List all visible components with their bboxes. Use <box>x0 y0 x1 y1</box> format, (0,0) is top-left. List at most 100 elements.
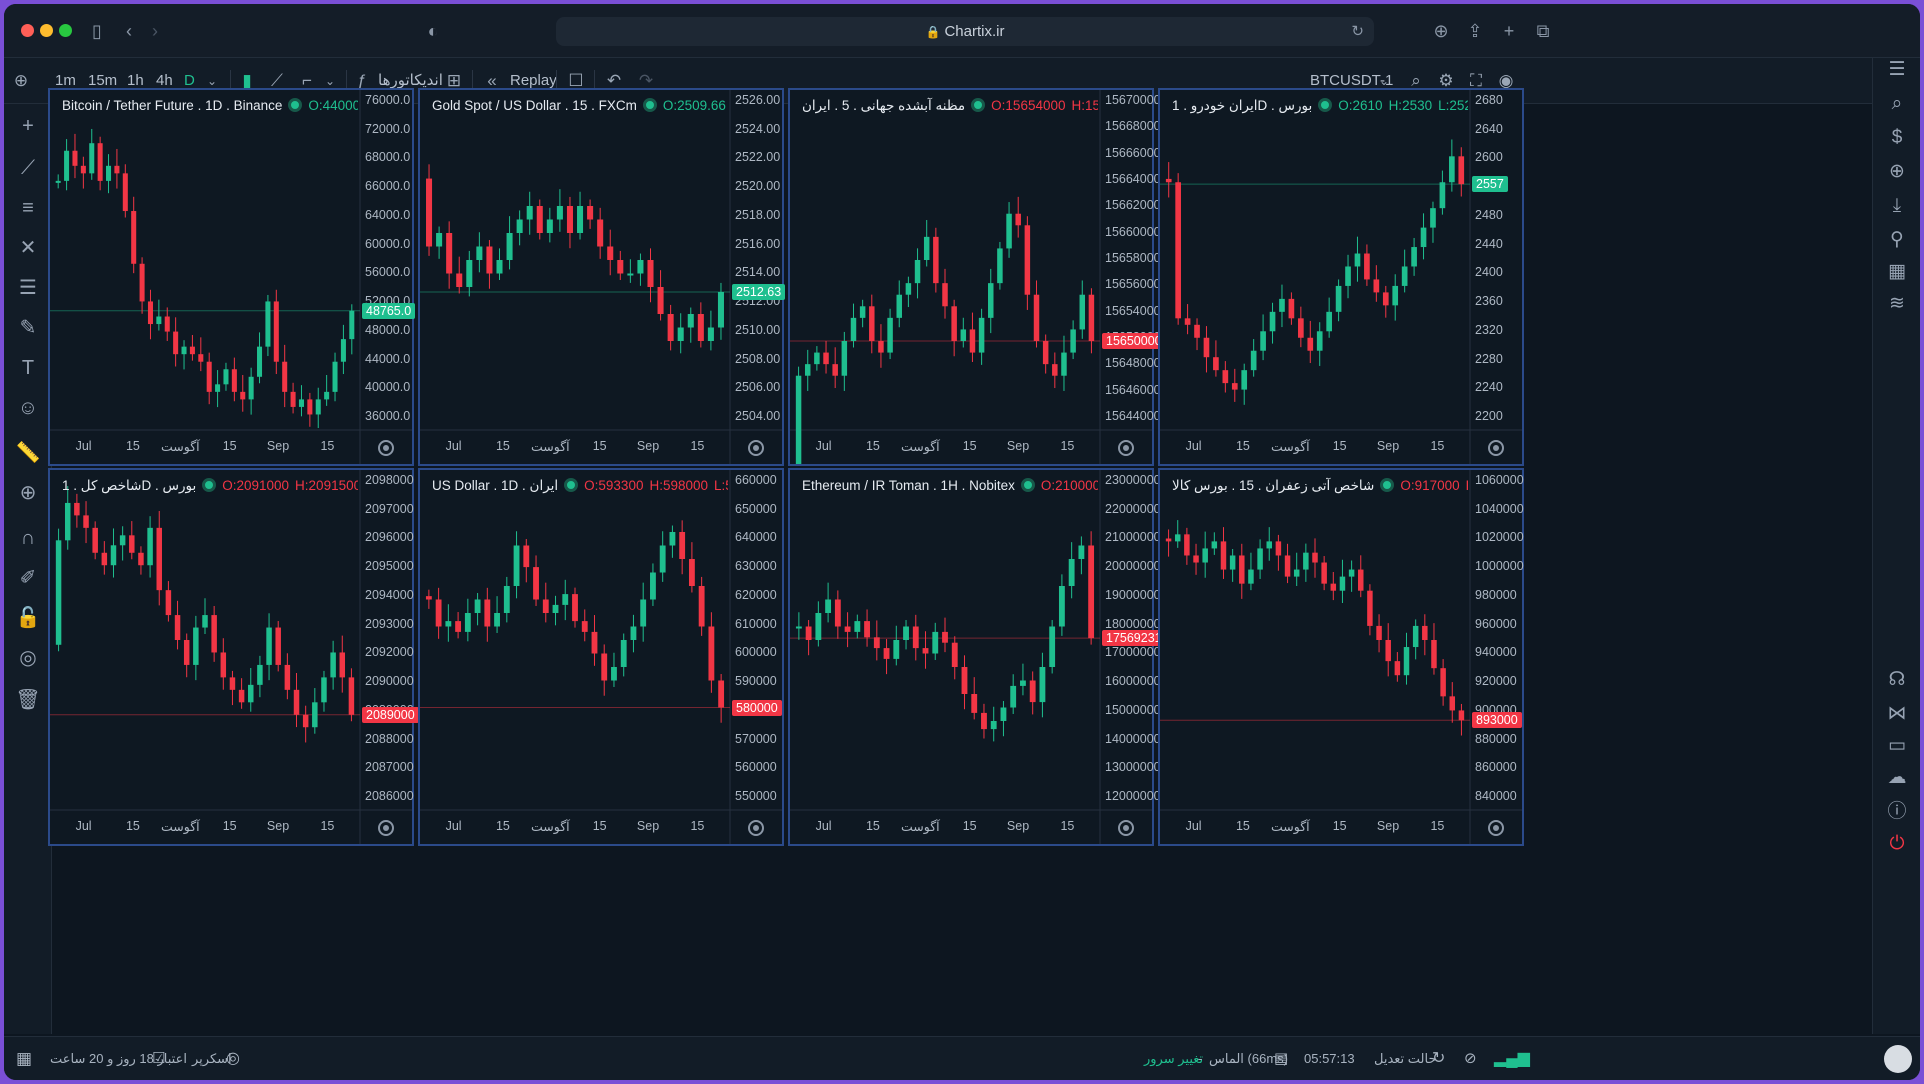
candlestick-plot[interactable] <box>1160 90 1522 464</box>
close-window-button[interactable] <box>21 24 34 37</box>
candlestick-plot[interactable] <box>50 90 412 464</box>
chart-panel[interactable]: Bitcoin / Tether Future . 1D . Binance O:… <box>48 88 416 466</box>
forward-icon[interactable]: › <box>152 21 158 41</box>
lock-icon[interactable]: 🔓 <box>15 607 41 629</box>
line-chart-icon[interactable]: ⟋ <box>271 71 283 90</box>
axis-settings-icon[interactable] <box>378 440 394 456</box>
chart-panel[interactable]: شاخص کل . 1D . بورسO:2091000H:20915000L:… <box>48 468 419 846</box>
refresh-icon[interactable]: ↻ <box>1432 1050 1446 1067</box>
minimize-window-button[interactable] <box>40 24 53 37</box>
shield-icon[interactable]: ◐ <box>427 21 439 41</box>
alert-add-icon[interactable]: ⊕ <box>1889 161 1905 182</box>
dollar-icon[interactable]: $ <box>1891 127 1903 148</box>
layout-grid-icon[interactable]: ⊞ <box>446 71 462 90</box>
redo-icon[interactable]: ↷ <box>638 71 654 90</box>
adjust-mode[interactable]: حالت تعدیل <box>1374 1051 1437 1066</box>
filter-icon[interactable]: ⚲ <box>1890 229 1904 250</box>
candlestick-plot[interactable] <box>50 470 412 844</box>
address-bar[interactable]: 🔒 Chartix.ir ↻ <box>556 17 1374 46</box>
magnet-icon[interactable]: ∩ <box>20 527 36 549</box>
chart-legend[interactable]: US Dollar . 1D . ایران O:593300 H:598000 L:… <box>432 476 728 496</box>
headset-icon[interactable]: ☊ <box>1888 669 1906 690</box>
lock-drawing-icon[interactable]: ✐ <box>19 567 37 589</box>
scalper-label[interactable]: اسکرپر <box>192 1051 232 1066</box>
visibility-icon[interactable]: ◎ <box>19 647 37 669</box>
chart-panel[interactable]: شاخص آتی زعفران . 15 . بورس کالا O:917000… <box>1158 468 1524 846</box>
settings-icon[interactable]: ⚙ <box>1438 71 1454 90</box>
symbol-dropdown-icon[interactable]: ⌄ <box>1378 74 1390 88</box>
square-icon[interactable]: ☐ <box>568 71 584 90</box>
replay-icon[interactable]: « <box>487 71 497 90</box>
axis-settings-icon[interactable] <box>378 820 394 836</box>
network-icon[interactable]: ⋈ <box>1887 703 1907 724</box>
pattern-icon[interactable]: ✕ <box>19 237 37 259</box>
axis-settings-icon[interactable] <box>1118 820 1134 836</box>
candlestick-plot[interactable] <box>1160 470 1522 844</box>
indicators-button[interactable]: اندیکاتورها <box>378 72 443 89</box>
back-icon[interactable]: ‹ <box>126 21 132 41</box>
power-icon[interactable]: ⏻ <box>1889 833 1905 854</box>
step-chart-icon[interactable]: ⌐ <box>302 71 312 90</box>
chart-legend[interactable]: Ethereum / IR Toman . 1H . Nobitex O:2100… <box>802 476 1098 496</box>
calendar-icon[interactable]: ▦ <box>1888 261 1906 282</box>
timeframe-dropdown-icon[interactable]: ⌄ <box>206 74 218 88</box>
zoom-in-icon[interactable]: ⊕ <box>19 482 37 504</box>
new-tab-icon[interactable]: + <box>1503 21 1515 41</box>
axis-settings-icon[interactable] <box>748 820 764 836</box>
chart-panel[interactable]: Ethereum / IR Toman . 1H . Nobitex O:2100… <box>788 468 1173 846</box>
trend-line-icon[interactable]: ⟋ <box>21 157 35 179</box>
timeframe-1h[interactable]: 1h <box>127 72 144 89</box>
fullscreen-icon[interactable]: ⛶ <box>1470 71 1482 90</box>
maximize-window-button[interactable] <box>59 24 72 37</box>
text-icon[interactable]: T <box>21 357 35 379</box>
add-symbol-icon[interactable]: ⊕ <box>13 71 29 90</box>
chart-legend[interactable]: شاخص آتی زعفران . 15 . بورس کالا O:917000… <box>1172 476 1468 496</box>
download-icon[interactable]: ⊕ <box>1433 21 1449 41</box>
card-icon[interactable]: ▭ <box>1888 735 1906 756</box>
chart-panel[interactable]: US Dollar . 1D . ایران O:593300 H:598000 L:… <box>418 468 784 846</box>
symbol-selector[interactable]: BTCUSDT-1 <box>1310 72 1394 89</box>
chart-panel[interactable]: ایران خودرو . 1D . بورس O:2610 H:2530 L:25 2… <box>1158 88 1524 466</box>
calendar-status-icon[interactable]: ▦ <box>16 1049 33 1068</box>
axis-settings-icon[interactable] <box>1118 440 1134 456</box>
fib-icon[interactable]: ☰ <box>19 277 37 299</box>
chart-type-dropdown-icon[interactable]: ⌄ <box>324 74 336 88</box>
replay-button[interactable]: Replay <box>510 72 557 89</box>
reload-icon[interactable]: ↻ <box>1351 23 1364 40</box>
chart-legend[interactable]: Gold Spot / US Dollar . 15 . FXCm O:2509.… <box>432 96 728 116</box>
candlestick-plot[interactable] <box>790 90 1152 464</box>
sidebar-toggle-icon[interactable]: ▯ <box>92 21 102 41</box>
layers-icon[interactable]: ≋ <box>1889 293 1905 314</box>
timeframe-d[interactable]: D <box>184 72 195 89</box>
brush-icon[interactable]: ✎ <box>19 317 37 339</box>
horizontal-lines-icon[interactable]: ≡ <box>22 197 34 219</box>
timeframe-1m[interactable]: 1m <box>55 72 76 89</box>
camera-icon[interactable]: ◉ <box>1498 71 1514 90</box>
ruler-icon[interactable]: 📏 <box>15 442 41 464</box>
share-icon[interactable]: ⇪ <box>1467 21 1483 41</box>
change-server-link[interactable]: تغییر سرور <box>1144 1051 1204 1066</box>
no-signal-icon[interactable]: ⊘ <box>1464 1050 1477 1067</box>
undo-icon[interactable]: ↶ <box>606 71 622 90</box>
emoji-icon[interactable]: ☺ <box>17 397 39 419</box>
axis-settings-icon[interactable] <box>1488 820 1504 836</box>
candlestick-plot[interactable] <box>420 90 782 464</box>
function-icon[interactable]: ƒ <box>357 71 367 90</box>
chart-legend[interactable]: شاخص کل . 1D . بورسO:2091000H:20915000L:… <box>62 476 358 496</box>
watchlist-search-icon[interactable]: ⌕ <box>1891 93 1903 114</box>
search-icon[interactable]: ⌕ <box>1411 71 1421 90</box>
candles-icon[interactable]: ▮ <box>242 71 252 90</box>
cloud-icon[interactable]: ☁ <box>1887 767 1907 788</box>
avatar[interactable] <box>1884 1045 1912 1073</box>
tabs-overview-icon[interactable]: ⧉ <box>1536 21 1550 41</box>
candlestick-plot[interactable] <box>790 470 1152 844</box>
axis-settings-icon[interactable] <box>1488 440 1504 456</box>
candlestick-plot[interactable] <box>420 470 782 844</box>
info-icon[interactable]: ⓘ <box>1887 801 1907 822</box>
axis-settings-icon[interactable] <box>748 440 764 456</box>
timeframe-4h[interactable]: 4h <box>156 72 173 89</box>
crosshair-icon[interactable]: + <box>22 115 34 137</box>
chart-panel[interactable]: مظنه آبشده جهانی . 5 . ایران O:15654000 H:… <box>788 88 1166 466</box>
timeframe-15m[interactable]: 15m <box>88 72 118 89</box>
trash-icon[interactable]: 🗑 <box>15 689 41 711</box>
